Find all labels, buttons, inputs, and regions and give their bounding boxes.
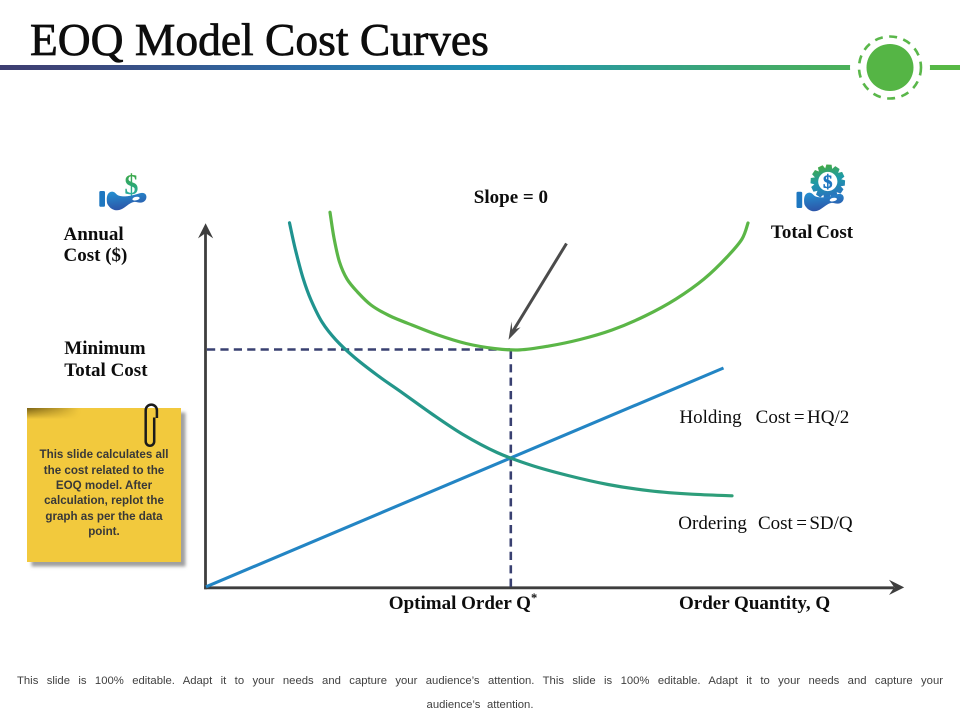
svg-text:$: $: [823, 172, 833, 193]
svg-text:$: $: [124, 170, 138, 201]
